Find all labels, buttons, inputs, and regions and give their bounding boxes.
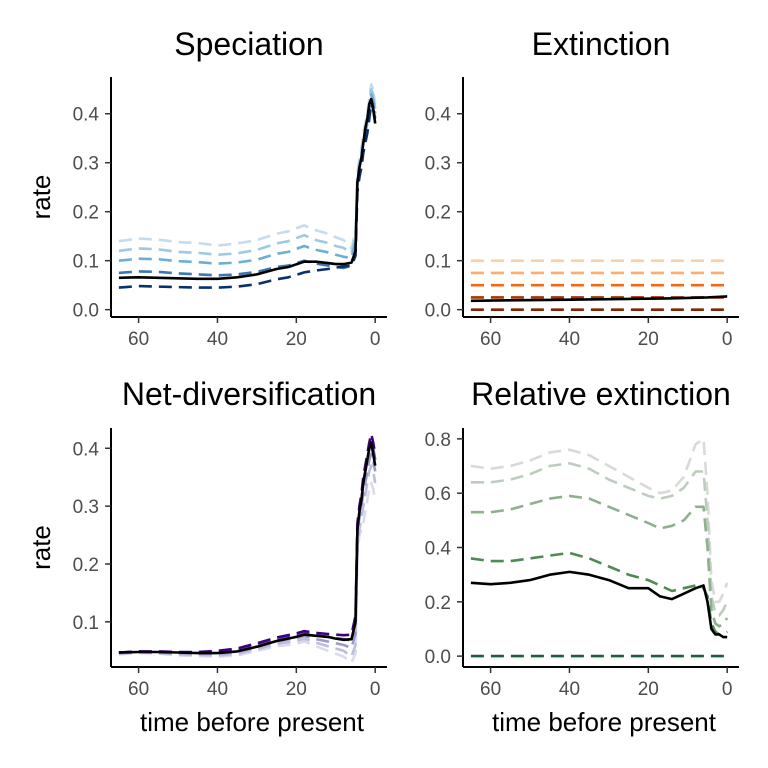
x-tick-label: 60: [128, 329, 149, 350]
series-line-2-5: [118, 441, 377, 655]
y-tick-label: 0.3: [425, 154, 451, 175]
y-tick-label: 0.2: [73, 555, 99, 576]
x-axis-label: time before present: [140, 707, 365, 737]
chart-title: Relative extinction: [471, 376, 731, 412]
panel-3: 0.0 0.2 0.4 0.6 0.8 60 40 20 0 Relative extinctio…: [425, 376, 739, 737]
panel-2: 0.1 0.2 0.3 0.4 60 40 20 0 Net-diversification ti…: [26, 376, 387, 737]
x-tick-label: 0: [722, 679, 733, 700]
y-tick-label: 0.3: [73, 154, 99, 175]
x-tick-label: 40: [207, 329, 228, 350]
series-line-2-3: [118, 441, 377, 654]
x-tick-label: 60: [480, 679, 501, 700]
panel-0: 0.0 0.1 0.2 0.3 0.4 60 40 20 0 Speciation rate: [26, 26, 387, 350]
x-tick-label: 40: [559, 679, 580, 700]
x-tick-label: 60: [480, 329, 501, 350]
y-tick-label: 0.0: [73, 301, 99, 322]
y-tick-label: 0.1: [73, 252, 99, 273]
chart-title: Speciation: [174, 26, 323, 62]
x-tick-label: 40: [207, 679, 228, 700]
x-tick-label: 20: [286, 329, 307, 350]
y-tick-label: 0.2: [425, 593, 451, 614]
x-tick-label: 40: [559, 329, 580, 350]
series-line-3-1: [470, 462, 729, 617]
y-tick-label: 0.2: [73, 203, 99, 224]
y-tick-label: 0.8: [425, 430, 451, 451]
x-tick-label: 20: [286, 679, 307, 700]
series-line-0-4: [118, 102, 377, 289]
y-tick-label: 0.3: [73, 497, 99, 518]
series-line-0-5: [118, 97, 377, 281]
y-axis-label: rate: [26, 525, 56, 570]
y-tick-label: 0.0: [425, 301, 451, 322]
series-line-2-4: [118, 432, 377, 654]
y-tick-label: 0.4: [425, 539, 452, 560]
x-axis-label: time before present: [492, 707, 717, 737]
series-line-2-2: [118, 452, 377, 655]
y-tick-label: 0.4: [73, 439, 100, 460]
series-line-0-1: [118, 87, 377, 257]
series-line-0-3: [118, 97, 377, 277]
x-tick-label: 20: [638, 329, 659, 350]
x-tick-label: 0: [722, 329, 733, 350]
series-line-3-3: [470, 551, 728, 636]
chart-title: Net-diversification: [122, 376, 376, 412]
chart-title: Extinction: [532, 26, 671, 62]
x-tick-label: 60: [128, 679, 149, 700]
y-tick-label: 0.0: [425, 647, 451, 668]
y-tick-label: 0.1: [73, 613, 99, 634]
series-line-1-5: [470, 295, 728, 303]
y-tick-label: 0.4: [425, 105, 452, 126]
series-line-3-2: [470, 494, 729, 628]
x-tick-label: 0: [370, 329, 381, 350]
y-tick-label: 0.2: [425, 203, 451, 224]
series-line-3-0: [470, 437, 729, 604]
y-tick-label: 0.4: [73, 105, 100, 126]
series-line-2-1: [118, 464, 377, 658]
y-tick-label: 0.6: [425, 484, 451, 505]
x-tick-label: 0: [370, 679, 381, 700]
x-tick-label: 20: [638, 679, 659, 700]
panel-1: 0.0 0.1 0.2 0.3 0.4 60 40 20 0 Extinction: [425, 26, 739, 350]
y-tick-label: 0.1: [425, 252, 451, 273]
y-axis-label: rate: [26, 175, 56, 220]
series-line-3-5: [470, 570, 728, 639]
series-line-0-0: [118, 83, 377, 250]
